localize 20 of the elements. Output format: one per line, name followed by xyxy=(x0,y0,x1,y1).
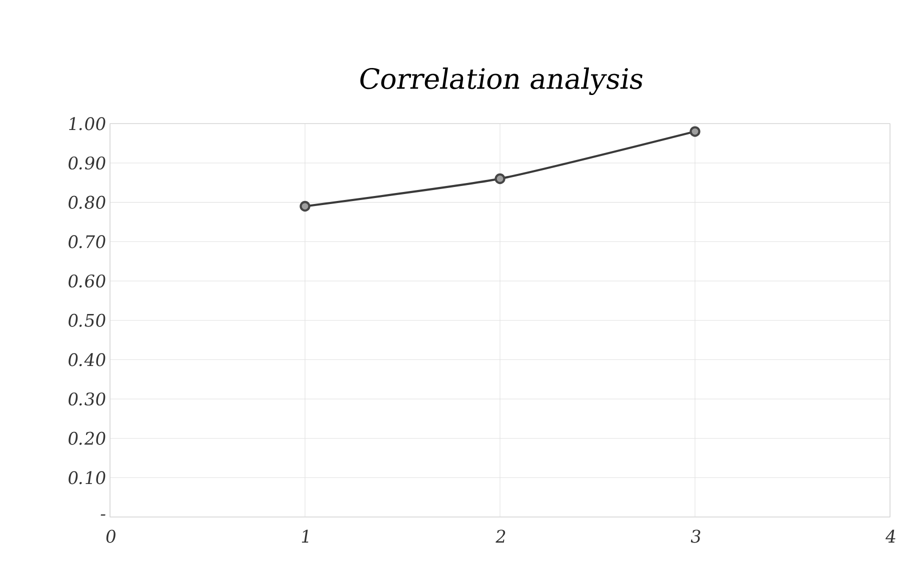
y-tick-label: 0.10 xyxy=(68,471,106,484)
y-tick-label: 1.00 xyxy=(69,117,106,130)
y-tick-label: 0.70 xyxy=(68,235,106,248)
y-tick-label: 0.90 xyxy=(68,156,106,170)
x-tick-label: 1 xyxy=(302,530,308,543)
point xyxy=(300,200,310,212)
y-tick-label: 0.40 xyxy=(68,353,106,366)
y-tick-label: 0.60 xyxy=(68,274,106,288)
chart-title: Correlation analysis xyxy=(360,67,642,95)
point xyxy=(494,173,506,184)
y-tick-label: 0.30 xyxy=(68,392,106,406)
y-tick-label: 0.50 xyxy=(68,314,106,327)
x-tick-label: 2 xyxy=(496,530,506,543)
x-tick-label: 3 xyxy=(690,530,700,543)
y-tick-label: 0.80 xyxy=(68,196,106,209)
x-tick-label: 4 xyxy=(886,530,896,543)
y-tick-label: 0.20 xyxy=(68,432,106,445)
x-tick-label: 0 xyxy=(106,530,116,543)
point xyxy=(690,126,700,137)
y-tick-label: - xyxy=(100,514,106,516)
